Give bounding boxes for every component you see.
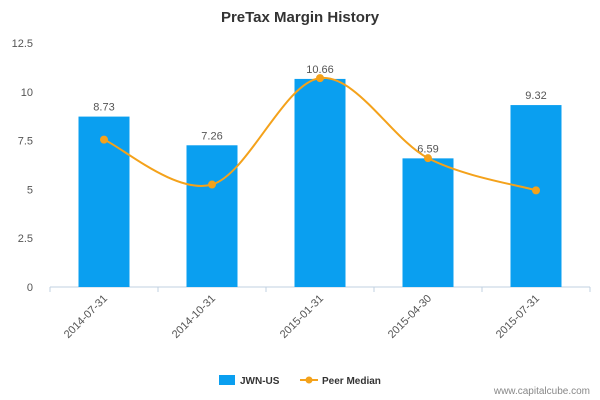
bar-value-label: 9.32 xyxy=(525,90,546,102)
x-tick-label: 2015-04-30 xyxy=(386,293,434,341)
bar xyxy=(78,116,130,288)
bar xyxy=(294,78,346,287)
legend-label-peer-median: Peer Median xyxy=(322,376,381,387)
peer-median-point xyxy=(316,74,324,83)
peer-median-point xyxy=(532,186,540,195)
peer-median-point xyxy=(100,135,108,144)
peer-median-series xyxy=(100,74,540,195)
y-tick-label: 2.5 xyxy=(18,233,33,245)
x-tick-label: 2014-07-31 xyxy=(62,293,110,341)
y-tick-label: 5 xyxy=(27,184,33,196)
bar-series xyxy=(78,78,562,288)
bar xyxy=(510,105,562,287)
y-tick-label: 7.5 xyxy=(18,136,33,148)
x-tick-label: 2015-01-31 xyxy=(278,293,326,341)
legend-marker-peer-median xyxy=(305,376,313,384)
bar xyxy=(402,158,454,287)
legend-label-jwn-us: JWN-US xyxy=(240,376,280,387)
chart-title: PreTax Margin History xyxy=(221,9,380,26)
legend-swatch-jwn-us xyxy=(219,375,235,385)
bar-value-label: 8.73 xyxy=(93,102,114,114)
bar-value-label: 7.26 xyxy=(201,130,222,142)
peer-median-point xyxy=(208,180,216,189)
bar-value-label: 10.66 xyxy=(306,64,334,76)
legend: JWN-US Peer Median xyxy=(219,375,381,387)
bar xyxy=(186,145,238,287)
bar-value-label: 6.59 xyxy=(417,143,438,155)
x-tick-label: 2014-10-31 xyxy=(170,293,218,341)
y-tick-label: 12.5 xyxy=(12,38,33,50)
peer-median-point xyxy=(424,154,432,163)
y-tick-label: 0 xyxy=(27,282,33,294)
watermark: www.capitalcube.com xyxy=(493,386,590,397)
y-tick-label: 10 xyxy=(21,87,33,99)
bar-value-labels: 8.73 7.26 10.66 6.59 9.32 xyxy=(93,64,546,155)
x-tick-label: 2015-07-31 xyxy=(494,293,542,341)
